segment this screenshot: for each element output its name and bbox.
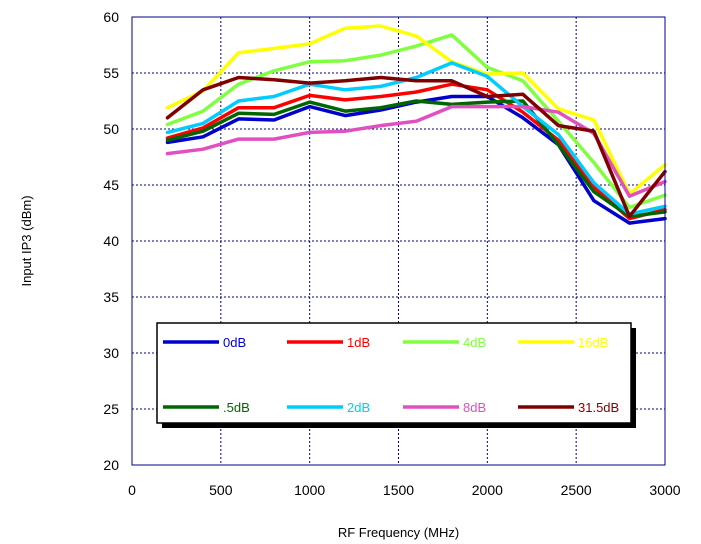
x-axis-title: RF Frequency (MHz) xyxy=(338,525,459,540)
series-line xyxy=(165,104,667,198)
series-line xyxy=(165,75,667,219)
series-line xyxy=(165,61,667,216)
y-tick-label: 45 xyxy=(103,177,119,193)
legend-label: 31.5dB xyxy=(578,400,619,415)
y-tick-label: 20 xyxy=(103,457,119,473)
series-lines xyxy=(165,24,667,225)
legend-items: 0dB 1dB 4dB 16dB .5dB 2dB 8dB 31.5dB xyxy=(163,335,619,415)
series-line xyxy=(165,24,667,196)
y-tick-label: 60 xyxy=(103,9,119,25)
legend-label: 8dB xyxy=(463,400,486,415)
x-tick-label: 2000 xyxy=(472,482,503,498)
y-tick-label: 55 xyxy=(103,65,119,81)
x-tick-labels: 0 500 1000 1500 2000 2500 3000 xyxy=(128,482,681,498)
legend-label: 2dB xyxy=(347,400,370,415)
legend-label: 4dB xyxy=(463,335,486,350)
y-tick-label: 40 xyxy=(103,233,119,249)
y-tick-label: 25 xyxy=(103,401,119,417)
legend: 0dB 1dB 4dB 16dB .5dB 2dB 8dB 31.5dB xyxy=(156,322,636,428)
legend-label: .5dB xyxy=(223,400,250,415)
plot-border xyxy=(131,16,666,466)
legend-label: 0dB xyxy=(223,335,246,350)
x-tick-label: 1500 xyxy=(383,482,414,498)
x-tick-label: 3000 xyxy=(649,482,680,498)
series-line xyxy=(165,82,667,221)
y-tick-labels: 20 25 30 35 40 45 50 55 60 xyxy=(103,9,119,473)
x-tick-label: 500 xyxy=(209,482,233,498)
legend-label: 1dB xyxy=(347,335,370,350)
series-line xyxy=(165,99,667,219)
x-tick-label: 0 xyxy=(128,482,136,498)
x-tick-label: 2500 xyxy=(561,482,592,498)
legend-label: 16dB xyxy=(578,335,608,350)
y-tick-label: 30 xyxy=(103,345,119,361)
y-tick-label: 35 xyxy=(103,289,119,305)
y-axis-title: Input IP3 (dBm) xyxy=(19,195,34,286)
y-tick-label: 50 xyxy=(103,121,119,137)
x-tick-label: 1000 xyxy=(294,482,325,498)
